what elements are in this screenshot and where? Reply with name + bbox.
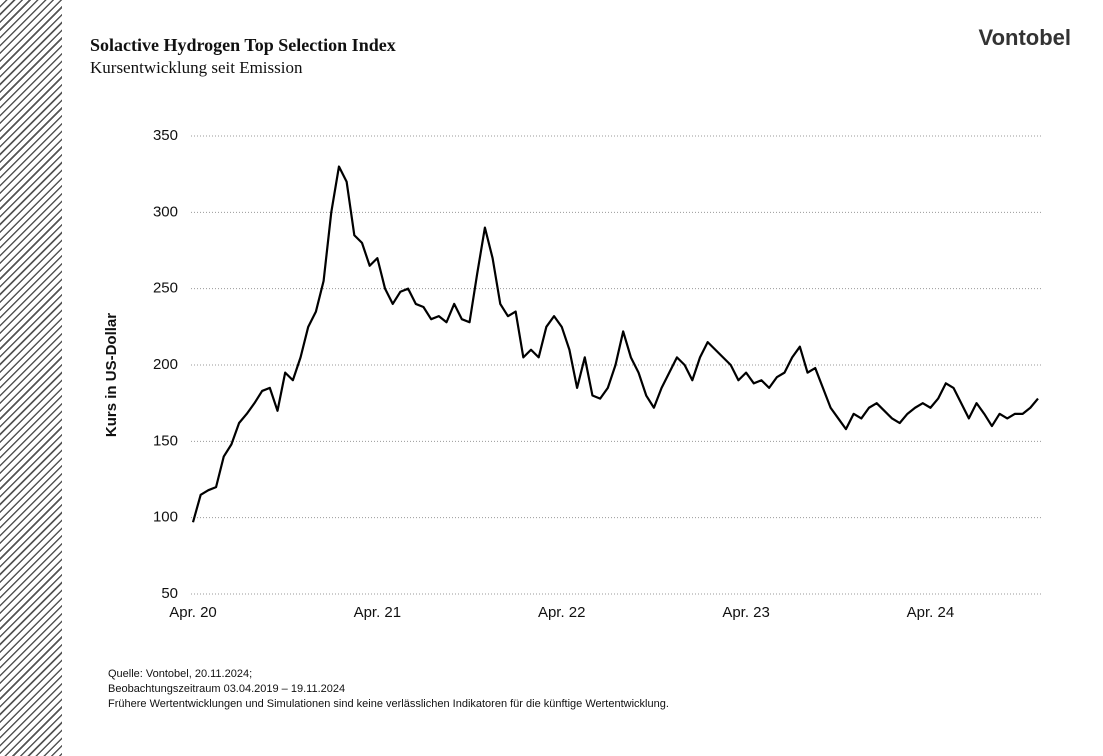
y-tick-label: 300 — [153, 203, 178, 220]
x-tick-label: Apr. 22 — [538, 604, 586, 621]
y-tick-label: 250 — [153, 280, 178, 297]
footer-line: Frühere Wertentwicklungen und Simulation… — [108, 698, 669, 710]
x-tick-label: Apr. 21 — [354, 604, 402, 621]
y-axis-label: Kurs in US-Dollar — [103, 313, 120, 437]
footer-line: Quelle: Vontobel, 20.11.2024; — [108, 668, 252, 680]
stripe-decoration — [0, 0, 62, 756]
y-tick-label: 100 — [153, 509, 178, 526]
chart-subtitle: Kursentwicklung seit Emission — [90, 58, 303, 77]
chart-title: Solactive Hydrogen Top Selection Index — [90, 35, 396, 55]
y-tick-label: 200 — [153, 356, 178, 373]
data-line — [191, 165, 1039, 523]
y-tick-label: 350 — [153, 127, 178, 144]
x-tick-label: Apr. 24 — [907, 604, 955, 621]
footer-line: Beobachtungszeitraum 03.04.2019 – 19.11.… — [108, 683, 345, 695]
x-tick-label: Apr. 20 — [169, 604, 217, 621]
y-tick-label: 150 — [153, 432, 178, 449]
x-tick-label: Apr. 23 — [722, 604, 770, 621]
y-tick-label: 50 — [161, 585, 178, 602]
brand-logo: Vontobel — [979, 25, 1071, 50]
